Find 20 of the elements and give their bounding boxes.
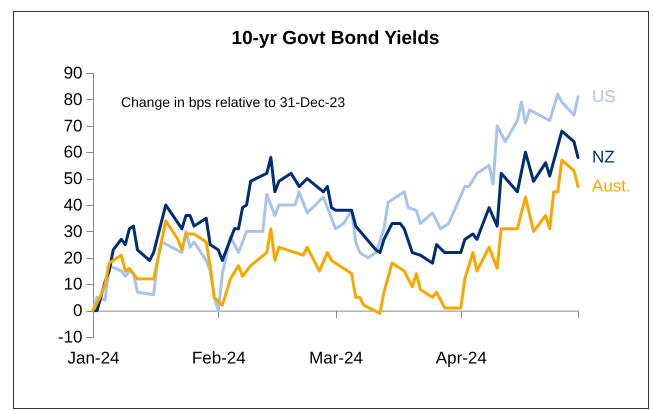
series-label: US: [592, 86, 616, 106]
annotation: Change in bps relative to 31-Dec-23: [121, 94, 346, 110]
y-tick-label: 30: [64, 222, 82, 241]
series-label: NZ: [592, 147, 615, 166]
y-tick-label: -10: [58, 328, 82, 346]
y-tick-label: 40: [64, 196, 82, 214]
y-tick-label: 90: [64, 64, 82, 82]
y-tick-label: 80: [64, 90, 82, 109]
y-tick-label: 10: [64, 274, 82, 294]
y-tick-label: 60: [64, 142, 82, 162]
y-tick-label: 70: [64, 116, 82, 136]
chart-title: 10-yr Govt Bond Yields: [232, 28, 440, 49]
x-tick-label: Apr-24: [436, 348, 487, 368]
x-tick-label: Jan-24: [68, 348, 120, 368]
x-tick-label: Feb-24: [192, 348, 246, 368]
series-label: Aust.: [592, 176, 631, 196]
x-tick-label: Mar-24: [309, 348, 363, 368]
y-tick-label: 20: [64, 248, 82, 268]
y-tick-label: 0: [73, 301, 82, 320]
y-tick-label: 50: [64, 169, 82, 188]
